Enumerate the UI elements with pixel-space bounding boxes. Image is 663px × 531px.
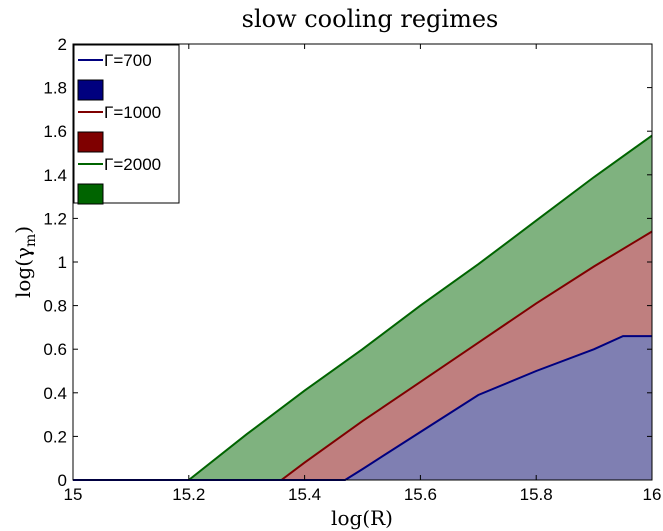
y-tick-label: 1.2 xyxy=(43,209,67,228)
y-tick-label: 1 xyxy=(58,253,67,272)
y-tick-label: 1.6 xyxy=(43,122,67,141)
series-lines xyxy=(73,134,653,481)
legend-fill-swatch xyxy=(77,183,104,205)
legend-entries: Γ=700 Γ=1000 Γ=2000 xyxy=(77,51,161,205)
series-line-gamma-1000 xyxy=(73,230,653,481)
chart-title: slow cooling regimes xyxy=(242,5,499,33)
series-line-gamma-2000 xyxy=(73,134,653,481)
y-tick-label: 1.4 xyxy=(43,166,67,185)
y-tick-label: 2 xyxy=(58,35,67,54)
legend-label: Γ=700 xyxy=(104,51,152,70)
area-fill-gamma-700 xyxy=(73,336,652,480)
y-tick-label: 0 xyxy=(58,471,67,490)
x-tick-label: 15.6 xyxy=(404,485,437,504)
legend-fill-swatch xyxy=(77,131,104,153)
y-axis-ticks: 0 0.2 0.4 0.6 0.8 1 1.2 1.4 1.6 1.8 2 xyxy=(43,35,652,490)
y-axis-label-close: ) xyxy=(11,226,35,234)
y-tick-label: 0.2 xyxy=(43,427,67,446)
y-tick-label: 0.6 xyxy=(43,340,67,359)
x-tick-label: 15 xyxy=(64,485,83,504)
legend: Γ=700 Γ=1000 Γ=2000 xyxy=(73,44,180,205)
y-axis-label: log(γm) xyxy=(11,226,39,298)
y-axis-label-subscript: m xyxy=(23,234,39,247)
x-tick-label: 15.8 xyxy=(520,485,553,504)
y-tick-label: 0.4 xyxy=(43,384,67,403)
legend-label: Γ=2000 xyxy=(104,155,161,174)
x-tick-label: 15.2 xyxy=(172,485,205,504)
y-axis-label-main: log(γ xyxy=(11,247,35,298)
legend-fill-swatch xyxy=(77,79,104,101)
x-axis-ticks: 15 15.2 15.4 15.6 15.8 16 xyxy=(64,44,662,504)
area-fills xyxy=(73,135,652,480)
x-tick-label: 16 xyxy=(643,485,662,504)
y-tick-label: 1.8 xyxy=(43,79,67,98)
legend-box xyxy=(73,44,180,204)
x-tick-label: 15.4 xyxy=(288,485,321,504)
y-tick-label: 0.8 xyxy=(43,297,67,316)
series-line-gamma-700 xyxy=(73,335,652,481)
legend-label: Γ=1000 xyxy=(104,103,161,122)
x-axis-label: log(R) xyxy=(331,506,393,530)
